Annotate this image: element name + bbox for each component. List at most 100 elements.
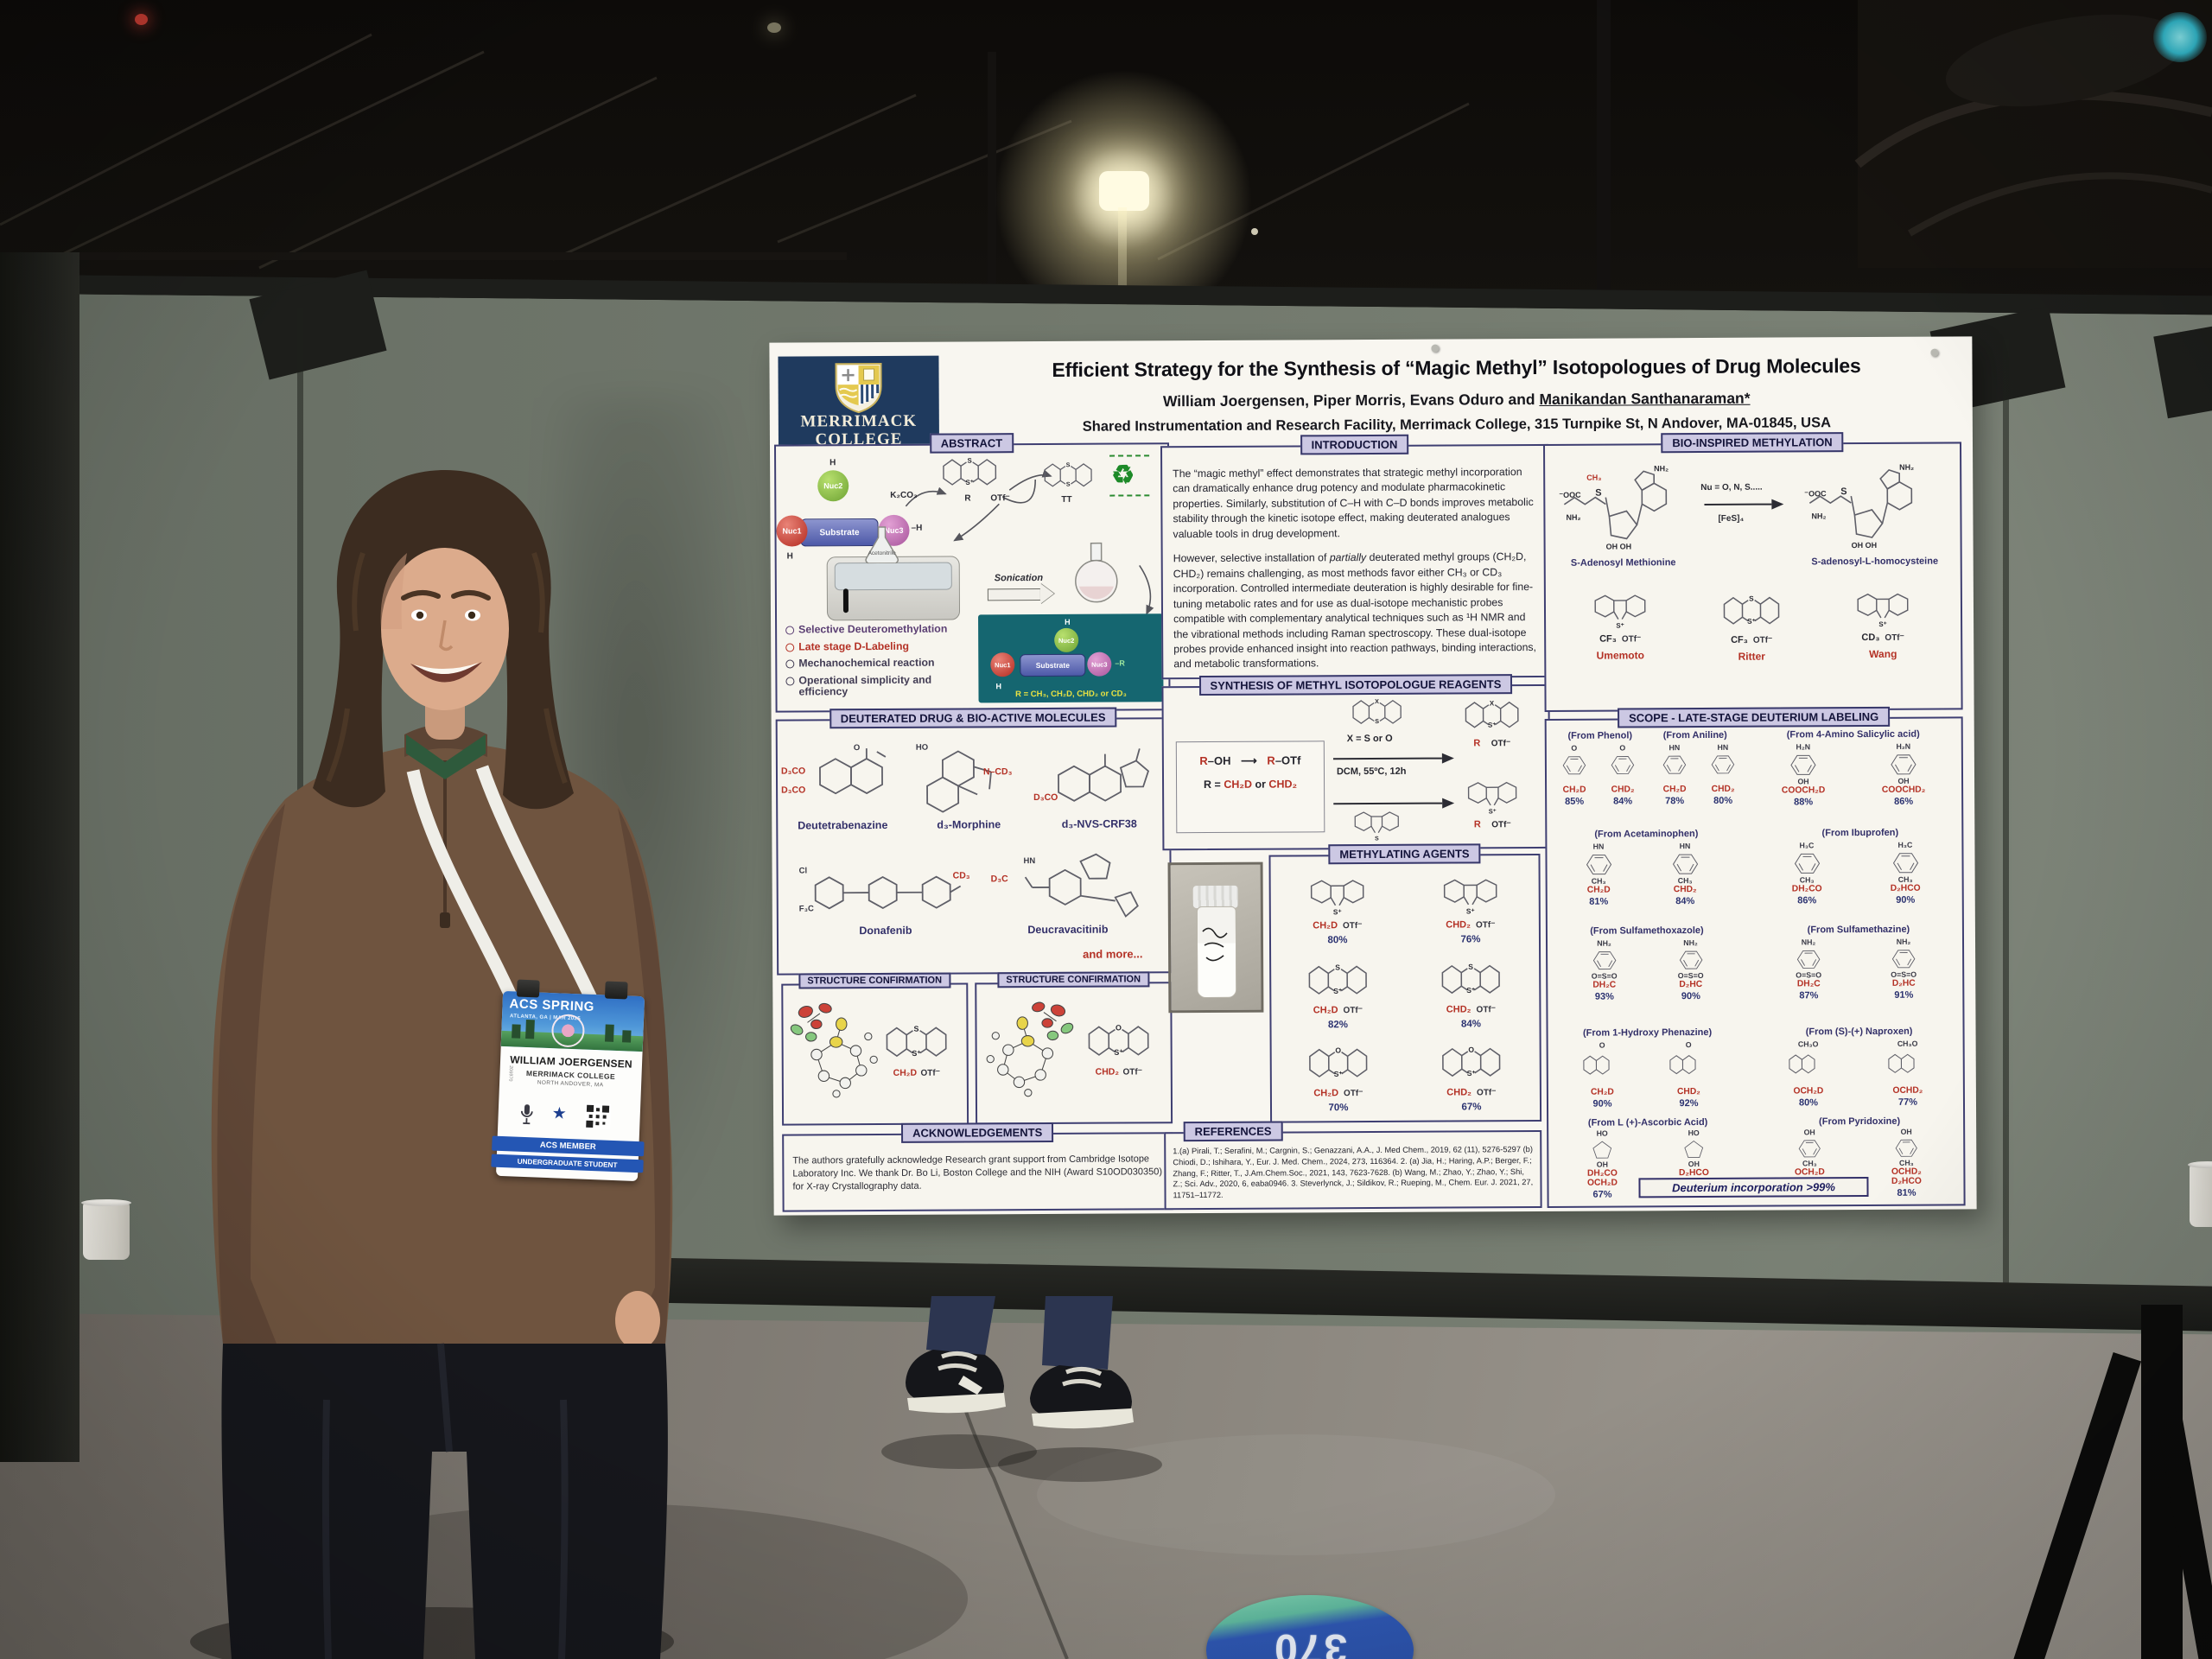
dbt-reactant: S [1354, 811, 1399, 842]
drug-molecule: Cl F₃C CD₃ Donafenib [799, 865, 972, 937]
curly-hair [313, 470, 574, 810]
tt-label: TT [1061, 494, 1072, 505]
svg-text:⁻OOC: ⁻OOC [1804, 489, 1827, 498]
r-label: R [964, 493, 971, 504]
nuc3-sphere: Nuc3 [1087, 652, 1112, 677]
round-flask [1075, 542, 1118, 603]
methylating-agent: S S⁺ CH₂D OTf⁻ 82% [1273, 958, 1402, 1031]
scope-entry: O CH₂D 90% [1561, 1041, 1643, 1109]
abstract-section: ABSTRACT H Nuc2 Substrate Nuc1 H Nuc3 –H… [773, 433, 1171, 713]
vial-photo [1167, 861, 1264, 1014]
intro-text: However, selective installation of [1173, 551, 1330, 565]
sonication-arrow [987, 588, 1041, 601]
deuterium-label: D₃C [990, 874, 1008, 885]
group-label: CF₃ [1731, 634, 1748, 645]
brown-sweater [211, 741, 673, 1344]
structure-confirmation-left: STRUCTURE CONFIRMATION S S⁺ CH₂D OTf⁻ [781, 972, 969, 1126]
synthesis-section: SYNTHESIS OF METHYL ISOTOPOLOGUE REAGENT… [1161, 674, 1551, 851]
recycle-icon: ♻ [1111, 461, 1135, 490]
svg-text:S⁺: S⁺ [1333, 908, 1342, 916]
inset-structure: O S⁺ CHD₂ OTf⁻ [1082, 1018, 1154, 1078]
deuterium-label: D₃CO [781, 785, 806, 796]
k2co3-label: K₂CO₃ [890, 490, 918, 500]
lanyard-strap [475, 765, 602, 1013]
lanyard-strap [406, 769, 523, 1012]
conference-badge: ACS SPRING ATLANTA, GA | MAR 2025 WILLIA… [491, 979, 645, 1182]
dashes [1109, 454, 1150, 457]
ceiling-light [1099, 171, 1149, 211]
svg-text:O: O [1335, 1046, 1341, 1054]
scope-entry: O CHD₂ 92% [1648, 1040, 1730, 1109]
svg-text:S: S [1066, 482, 1071, 488]
svg-text:S: S [1335, 963, 1340, 971]
svg-text:NH₂: NH₂ [1899, 463, 1914, 472]
yield-label: 67% [1461, 1102, 1482, 1113]
scope-entry: H₂N OH COOCH₂D 88% [1781, 742, 1826, 808]
svg-text:NH₂: NH₂ [1654, 464, 1669, 473]
reagent-name: Wang [1869, 647, 1897, 660]
cyan-light [2153, 12, 2207, 62]
scope-section: SCOPE - LATE-STAGE DEUTERIUM LABELING (F… [1544, 706, 1966, 1208]
poster-authors: William Joergensen, Piper Morris, Evans … [947, 388, 1967, 411]
scope-header: SCOPE - LATE-STAGE DEUTERIUM LABELING [1618, 706, 1891, 728]
corresponding-author: Manikandan Santhanaraman* [1539, 389, 1751, 408]
intro-text: deuterated methyl groups (CH₂D, CHD₂) re… [1173, 550, 1536, 671]
drug-molecule: D₃CO d₃-NVS-CRF38 [1033, 741, 1166, 830]
methylating-agents-header: METHYLATING AGENTS [1328, 843, 1481, 865]
reagent-name: Umemoto [1596, 649, 1644, 662]
r-eq: R = [1203, 778, 1224, 791]
red-indicator-light [135, 14, 148, 25]
scope-group-label: (From Acetaminophen) [1594, 829, 1699, 840]
ortep-structure [986, 1000, 1076, 1097]
svg-text:X: X [1375, 697, 1379, 705]
product-2: S⁺ R OTf⁻ [1461, 778, 1523, 831]
scope-entry: NH₂ O=S=O D₂HC 91% [1891, 937, 1917, 1001]
board-end-column [0, 252, 79, 1462]
svg-text:NH₂: NH₂ [1811, 512, 1826, 520]
group-label: CH₂D [1313, 920, 1338, 931]
yield-label: 84% [1460, 1019, 1482, 1030]
r-eq: or [1251, 778, 1269, 791]
poster-pin [1431, 344, 1440, 353]
x-condition: X = S or O [1346, 733, 1393, 745]
rxn-summary-box: R–OH ⟶ R–OTf R = CH₂D or CHD₂ [1175, 741, 1325, 834]
svg-text:S⁺: S⁺ [1488, 721, 1496, 729]
scope-group-label: (From (S)-(+) Naproxen) [1805, 1026, 1913, 1038]
eyebrow [401, 590, 441, 601]
deuterium-incorporation-note: Deuterium incorporation >99% [1638, 1177, 1869, 1198]
svg-text:S: S [1375, 836, 1379, 842]
group-label: CHD₂ [1095, 1066, 1120, 1077]
badge-icons: ★ [498, 1102, 640, 1133]
svg-text:S⁺: S⁺ [1747, 618, 1756, 626]
deuterium-label: D₃CO [1033, 791, 1058, 804]
svg-text:⁻OOC: ⁻OOC [1559, 491, 1581, 499]
structure-confirmation-right: STRUCTURE CONFIRMATION O S⁺ CHD₂ OTf⁻ [975, 971, 1173, 1125]
badge-id: 206970 [507, 1065, 514, 1082]
svg-text:S⁺: S⁺ [1466, 986, 1476, 995]
drugs-header: DEUTERATED DRUG & BIO-ACTIVE MOLECULES [829, 707, 1117, 729]
dash-r-label: –R [1115, 658, 1125, 668]
anion-label: OTf⁻ [1885, 632, 1904, 643]
methylating-agent: S S⁺ CHD₂ OTf⁻ 84% [1406, 957, 1535, 1030]
reactant-ring: XS [1352, 697, 1402, 725]
bio-reagent: S⁺ CD₃ OTf⁻ Wang [1822, 589, 1943, 661]
scope-group-label: (From 4-Amino Salicylic acid) [1786, 728, 1920, 741]
references-section: REFERENCES 1.(a) Pirali, T.; Serafini, M… [1164, 1121, 1542, 1211]
tt-structure: SS [1044, 462, 1092, 488]
anion-label: OTf⁻ [1343, 1006, 1363, 1016]
acknowledgements-section: ACKNOWLEDGEMENTS The authors gratefully … [782, 1122, 1173, 1212]
arrow [1332, 753, 1454, 764]
svg-text:S⁺: S⁺ [912, 1049, 921, 1058]
nuc2-sphere: Nuc2 [817, 470, 849, 502]
methylating-agent: O S⁺ CHD₂ OTf⁻ 67% [1407, 1040, 1536, 1113]
introduction-section: INTRODUCTION The “magic methyl” effect d… [1160, 434, 1550, 680]
scope-group-label: (From Ibuprofen) [1821, 827, 1899, 839]
teeth [414, 663, 479, 675]
methylating-agents-section: METHYLATING AGENTS S⁺ CH₂D OTf⁻ 80% S⁺ CHD₂ O… [1268, 843, 1542, 1123]
college-shield-icon [835, 362, 882, 414]
scope-entry: HN CHD₂ 80% [1711, 742, 1735, 806]
sam-name: S-Adenosyl Methionine [1570, 557, 1676, 569]
scope-entry: HN CH₃ CHD₂ 84% [1672, 842, 1698, 906]
nuc1-sphere: Nuc1 [776, 515, 808, 547]
drug-name: d₃-NVS-CRF38 [1061, 817, 1137, 830]
